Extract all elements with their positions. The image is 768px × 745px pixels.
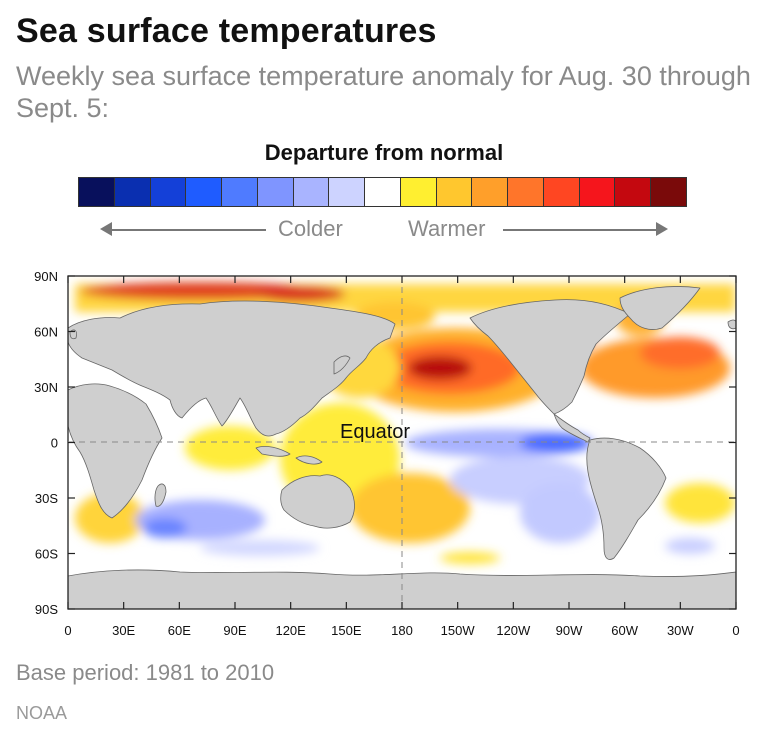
colorbar-swatch (293, 178, 330, 206)
colorbar-swatch (508, 178, 544, 206)
colorbar-swatch (651, 178, 687, 206)
longitude-axis: 0 30E 60E 90E 120E 150E 180 150W 120W 90W 60W 30W 0 (64, 276, 740, 638)
lat-tick-label: 0 (51, 436, 58, 451)
lon-tick-label: 120W (496, 623, 531, 638)
lat-tick-label: 60N (34, 325, 58, 340)
colorbar-swatch (472, 178, 509, 206)
colorbar-swatch (579, 178, 616, 206)
lon-tick-label: 150W (441, 623, 476, 638)
colorbar-swatch (615, 178, 652, 206)
colorbar-swatch (257, 178, 294, 206)
colder-arrow-line (108, 229, 266, 231)
colorbar-swatch (436, 178, 473, 206)
warmer-arrowhead-icon (656, 222, 668, 236)
warmer-arrow-line (503, 229, 658, 231)
latitude-axis: 90N 60N 30N 0 30S 60S 90S (34, 269, 736, 617)
lat-tick-label: 30S (35, 491, 58, 506)
colorbar-swatch (79, 178, 115, 206)
lon-tick-label: 0 (64, 623, 71, 638)
colorbar-swatch (543, 178, 580, 206)
lat-tick-label: 90N (34, 269, 58, 284)
colorbar-swatch (365, 178, 401, 206)
warmer-label: Warmer (408, 216, 486, 241)
equator-label: Equator (340, 421, 410, 443)
page-subtitle: Weekly sea surface temperature anomaly f… (16, 61, 751, 123)
anomaly-colorbar (78, 177, 687, 207)
legend-title: Departure from normal (264, 140, 504, 165)
base-period-note: Base period: 1981 to 2010 (16, 660, 275, 685)
colorbar-swatch (186, 178, 223, 206)
anomaly-field (75, 282, 735, 564)
lon-tick-label: 0 (732, 623, 739, 638)
lat-tick-label: 90S (35, 602, 58, 617)
lon-tick-label: 150E (331, 623, 362, 638)
lat-tick-label: 30N (34, 380, 58, 395)
source-credit: NOAA (16, 703, 68, 723)
lon-tick-label: 90W (556, 623, 583, 638)
colder-label: Colder (278, 216, 343, 241)
lon-tick-label: 60W (611, 623, 638, 638)
lon-tick-label: 30E (112, 623, 135, 638)
lon-tick-label: 60E (168, 623, 191, 638)
lon-tick-label: 30W (667, 623, 694, 638)
colorbar-swatch (222, 178, 258, 206)
colorbar-swatch (114, 178, 151, 206)
lat-tick-label: 60S (35, 547, 58, 562)
lon-tick-label: 120E (275, 623, 306, 638)
colorbar-swatch (329, 178, 366, 206)
lon-tick-label: 90E (223, 623, 246, 638)
sst-anomaly-map: Equator 90N 60N 30N 0 30S 60S 90S 0 30E 60E 90E 12… (34, 269, 740, 638)
page-title: Sea surface temperatures (16, 12, 437, 50)
colorbar-swatch (150, 178, 187, 206)
colorbar-swatch (400, 178, 437, 206)
colder-arrowhead-icon (100, 222, 112, 236)
lon-tick-label: 180 (391, 623, 413, 638)
